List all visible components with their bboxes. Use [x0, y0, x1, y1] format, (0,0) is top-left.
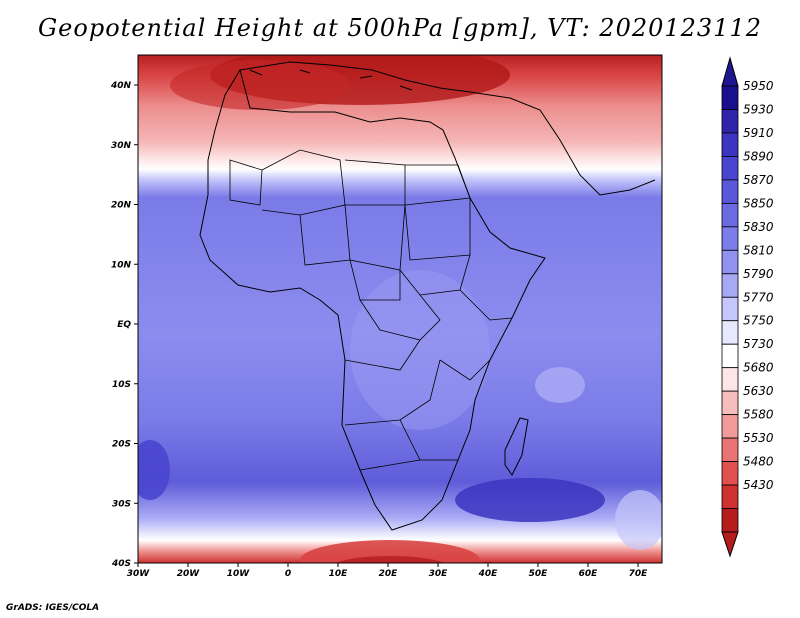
colorbar-segment: [721, 273, 739, 298]
colorbar-segment: [721, 249, 739, 275]
lon-tick-label: 30W: [127, 569, 151, 579]
colorbar-label: 5930: [743, 102, 774, 116]
lon-tick-label: 50E: [529, 569, 549, 579]
colorbar-label: 5890: [743, 149, 774, 163]
colorbar-segment: [721, 226, 739, 251]
colorbar-top-arrow: [721, 56, 739, 87]
colorbar-label: 5870: [743, 173, 774, 187]
colorbar-label: 5910: [743, 126, 774, 140]
lon-tick-label: 30E: [429, 569, 449, 579]
lat-tick-label: 40S: [111, 559, 131, 569]
colorbar-segment: [721, 296, 739, 322]
lat-tick-label: 20N: [111, 201, 132, 211]
colorbar-segment: [721, 390, 739, 416]
lon-tick-label: 60E: [579, 569, 599, 579]
colorbar-label: 5580: [743, 408, 774, 422]
lon-tick-label: 40E: [478, 569, 499, 579]
lon-tick-label: 70E: [629, 569, 649, 579]
colorbar: 5950 5930 5910 5890 5870 5850 5830 5810 5790 5770…: [721, 56, 774, 558]
colorbar-segment: [721, 461, 739, 486]
colorbar-segment: [721, 508, 739, 533]
latitude-axis: 40N 30N 20N 10N EQ 10S 20S 30S 40S: [110, 81, 138, 569]
lon-tick-label: 0: [285, 569, 291, 579]
height-field: [138, 55, 662, 563]
lat-tick-label: 40N: [110, 81, 132, 91]
colorbar-segment: [721, 202, 739, 228]
coastlines: [199, 61, 656, 531]
chart-title: Geopotential Height at 500hPa [gpm], VT:…: [38, 14, 762, 42]
lat-tick-label: 10S: [112, 380, 131, 390]
lon-tick-label: 10E: [329, 569, 349, 579]
colorbar-segment: [721, 179, 739, 204]
colorbar-segment: [721, 437, 739, 462]
colorbar-segment: [721, 156, 739, 181]
colorbar-label: 5630: [743, 384, 774, 398]
colorbar-segment: [721, 85, 739, 110]
map-frame: [137, 54, 663, 564]
lon-tick-label: 20W: [177, 569, 201, 579]
country-borders: [229, 149, 513, 471]
lat-tick-label: 30S: [112, 499, 131, 509]
lon-tick-label: 20E: [379, 569, 399, 579]
lat-tick-label: 10N: [111, 260, 132, 270]
colorbar-segment: [721, 109, 739, 134]
longitude-axis: 30W 20W 10W 0 10E 20E 30E 40E 50E 60E 70E: [127, 563, 648, 579]
colorbar-segment: [721, 132, 739, 157]
lat-tick-label: 20S: [112, 440, 131, 450]
colorbar-label: 5530: [743, 431, 774, 445]
colorbar-label: 5680: [743, 361, 774, 375]
colorbar-segment: [721, 414, 739, 439]
colorbar-label: 5830: [743, 220, 774, 234]
lat-tick-label: EQ: [117, 320, 131, 330]
colorbar-bottom-arrow: [721, 531, 739, 558]
colorbar-segment: [721, 367, 739, 392]
colorbar-segment: [721, 320, 739, 345]
colorbar-label: 5790: [743, 267, 774, 281]
colorbar-label: 5750: [743, 314, 774, 328]
lat-tick-label: 30N: [111, 141, 132, 151]
grads-credit: GrADS: IGES/COLA: [6, 603, 100, 613]
colorbar-label: 5850: [743, 196, 774, 210]
colorbar-segment: [721, 484, 739, 509]
colorbar-label: 5430: [743, 478, 774, 492]
colorbar-label: 5770: [743, 290, 774, 304]
colorbar-label: 5950: [743, 79, 774, 93]
colorbar-label: 5730: [743, 337, 774, 351]
lon-tick-label: 10W: [227, 569, 251, 579]
colorbar-label: 5810: [743, 243, 774, 257]
colorbar-label: 5480: [743, 455, 774, 469]
colorbar-segment: [721, 343, 739, 369]
